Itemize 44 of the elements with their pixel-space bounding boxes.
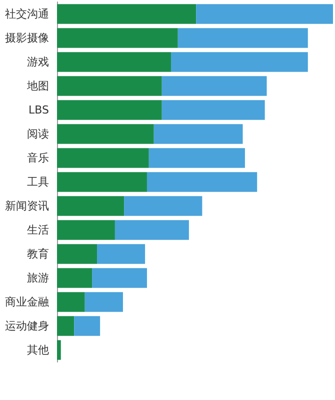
bar [57,268,92,288]
bar [170,52,308,72]
y-tick-label: 运动健身 [5,320,49,332]
y-tick-label: 教育 [27,248,49,260]
bar [57,340,61,360]
bar [196,4,333,24]
bar [57,124,154,144]
bar [57,148,149,168]
bar [57,76,162,96]
y-tick-label: 生活 [27,224,49,236]
bar [97,244,146,264]
bar [154,124,243,144]
bar [57,28,178,48]
bar [74,316,100,336]
bar [92,268,147,288]
bar [57,52,171,72]
bar [57,100,162,120]
bar [146,172,258,192]
bar [57,4,196,24]
bar [124,196,202,216]
y-tick-label: 旅游 [27,272,49,284]
bar [57,196,124,216]
bar [178,28,308,48]
y-tick-label: 音乐 [27,152,49,164]
y-tick-label: 新闻资讯 [5,200,49,212]
y-tick-label: LBS [28,104,50,116]
y-tick-label: 地图 [26,80,49,92]
bar [57,220,115,240]
y-tick-label: 商业金融 [5,296,49,308]
bar [57,172,147,192]
y-tick-label: 游戏 [27,56,49,68]
y-tick-label: 社交沟通 [5,8,49,20]
bar [57,292,85,312]
y-tick-label: 其他 [27,344,49,356]
bar [57,244,98,264]
bar [84,292,123,312]
y-tick-label: 摄影摄像 [5,32,49,44]
y-tick-label: 阅读 [27,128,49,140]
bar [57,316,74,336]
bar [162,100,265,120]
bar [148,148,245,168]
bar [162,76,267,96]
y-tick-label: 工具 [27,176,49,188]
bar [114,220,189,240]
